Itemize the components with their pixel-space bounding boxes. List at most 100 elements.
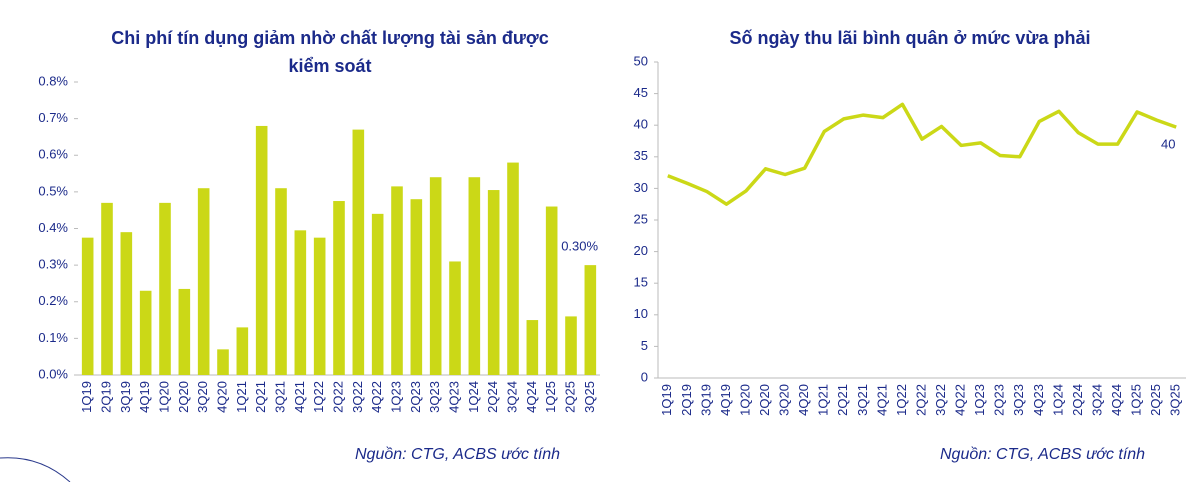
x-tick-label: 3Q21: [855, 384, 870, 416]
x-tick-label: 3Q19: [698, 384, 713, 416]
x-tick-label: 4Q24: [1109, 384, 1124, 416]
x-tick-label: 1Q25: [543, 381, 558, 413]
bar: [275, 188, 287, 375]
bar: [352, 129, 365, 375]
x-tick-label: 4Q22: [953, 384, 968, 416]
x-tick-label: 3Q22: [933, 384, 948, 416]
bar: [139, 290, 152, 375]
bar: [294, 230, 307, 375]
decoration: [0, 457, 71, 482]
x-tick-label: 2Q25: [562, 381, 577, 413]
x-tick-label: 4Q21: [874, 384, 889, 416]
bar: [101, 202, 113, 375]
line: [667, 102, 1177, 206]
source-note: Nguồn: CTG, ACBS ước tính: [355, 446, 561, 463]
bar: [236, 327, 249, 375]
y-tick-label: 0.3%: [38, 257, 68, 272]
bar: [410, 199, 423, 375]
chart-title: Số ngày thu lãi bình quân ở mức vừa phải: [729, 28, 1091, 48]
y-tick-label: 0.2%: [38, 293, 68, 308]
bar: [197, 188, 210, 375]
y-tick-label: 30: [634, 180, 648, 195]
x-tick-label: 1Q25: [1129, 384, 1144, 416]
source-note: Nguồn: CTG, ACBS ước tính: [940, 446, 1146, 463]
x-tick-label: 2Q22: [330, 381, 345, 413]
x-tick-label: 1Q20: [737, 384, 752, 416]
chart-title: Chi phí tín dụng giảm nhờ chất lượng tài…: [111, 28, 549, 76]
x-tick-label: 1Q19: [659, 384, 674, 416]
y-tick-label: 0: [641, 369, 648, 384]
x-tick-label: 1Q24: [466, 381, 481, 413]
bar: [565, 316, 577, 375]
y-tick-label: 0.7%: [38, 110, 68, 125]
y-tick-label: 5: [641, 338, 648, 353]
bar: [159, 202, 171, 375]
bar: [255, 125, 268, 375]
bar: [178, 288, 191, 375]
x-tick-label: 2Q21: [835, 384, 850, 416]
x-tick-label: 1Q21: [816, 384, 831, 416]
x-tick-label: 2Q24: [485, 381, 500, 413]
y-tick-label: 40: [634, 117, 648, 132]
bar: [81, 237, 94, 375]
bar: [333, 201, 345, 375]
y-tick-label: 0.4%: [38, 220, 68, 235]
bar: [120, 232, 133, 375]
x-tick-label: 3Q20: [777, 384, 792, 416]
y-tick-label: 45: [634, 85, 648, 100]
x-tick-label: 4Q22: [369, 381, 384, 413]
y-tick-label: 0.0%: [38, 366, 68, 381]
x-tick-label: 3Q25: [582, 381, 597, 413]
x-tick-label: 2Q19: [679, 384, 694, 416]
x-tick-label: 3Q23: [1011, 384, 1026, 416]
y-tick-label: 0.6%: [38, 147, 68, 162]
y-tick-label: 35: [634, 148, 648, 163]
bar: [507, 162, 519, 375]
x-tick-label: 1Q20: [156, 381, 171, 413]
bar: [468, 177, 481, 375]
x-tick-label: 2Q19: [98, 381, 113, 413]
x-tick-label: 2Q20: [757, 384, 772, 416]
y-tick-label: 0.5%: [38, 183, 68, 198]
x-tick-label: 2Q22: [913, 384, 928, 416]
x-tick-label: 2Q25: [1148, 384, 1163, 416]
x-tick-label: 4Q20: [796, 384, 811, 416]
x-tick-label: 3Q21: [272, 381, 287, 413]
x-tick-label: 3Q24: [1089, 384, 1104, 416]
x-tick-label: 3Q22: [350, 381, 365, 413]
x-tick-label: 2Q24: [1070, 384, 1085, 416]
x-tick-label: 2Q21: [253, 381, 268, 413]
y-tick-label: 20: [634, 243, 648, 258]
x-tick-label: 4Q19: [137, 381, 152, 413]
bar: [391, 186, 403, 375]
data-label: 0.30%: [561, 239, 598, 254]
x-tick-label: 2Q20: [176, 381, 191, 413]
y-tick-label: 25: [634, 211, 648, 226]
x-tick-label: 3Q24: [504, 381, 519, 413]
bar: [584, 265, 597, 375]
x-tick-label: 4Q23: [446, 381, 461, 413]
x-tick-label: 2Q23: [408, 381, 423, 413]
bar: [545, 206, 558, 375]
bar: [371, 213, 384, 375]
bar: [313, 237, 326, 375]
y-tick-label: 10: [634, 306, 648, 321]
x-tick-label: 2Q23: [992, 384, 1007, 416]
y-tick-label: 50: [634, 53, 648, 68]
y-tick-label: 0.1%: [38, 330, 68, 345]
x-tick-label: 4Q19: [718, 384, 733, 416]
bar: [429, 177, 442, 375]
y-tick-label: 15: [634, 275, 648, 290]
x-tick-label: 4Q24: [524, 381, 539, 413]
x-tick-label: 3Q19: [118, 381, 133, 413]
data-label: 40: [1161, 137, 1175, 152]
x-tick-label: 4Q20: [214, 381, 229, 413]
x-tick-label: 3Q23: [427, 381, 442, 413]
x-tick-label: 3Q25: [1168, 384, 1183, 416]
x-tick-label: 4Q23: [1031, 384, 1046, 416]
x-tick-label: 1Q22: [311, 381, 326, 413]
y-tick-label: 0.8%: [38, 73, 68, 88]
x-tick-label: 1Q19: [79, 381, 94, 413]
